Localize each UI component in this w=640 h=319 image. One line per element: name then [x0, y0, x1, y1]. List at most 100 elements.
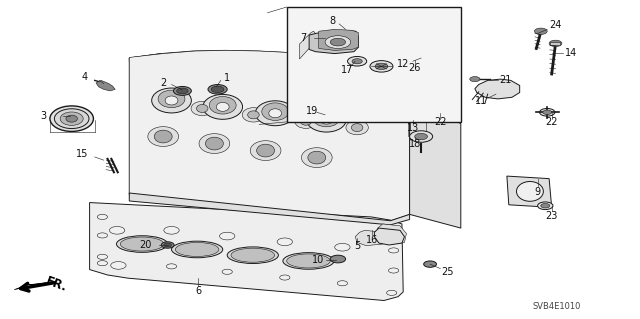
- Circle shape: [436, 110, 445, 115]
- Ellipse shape: [283, 253, 334, 269]
- Polygon shape: [129, 50, 410, 221]
- Circle shape: [388, 268, 399, 273]
- Ellipse shape: [250, 141, 281, 160]
- Circle shape: [177, 88, 188, 94]
- Circle shape: [97, 214, 108, 219]
- Text: 16: 16: [366, 235, 379, 245]
- Ellipse shape: [158, 90, 185, 108]
- Text: 22: 22: [545, 117, 558, 127]
- Circle shape: [220, 232, 235, 240]
- Ellipse shape: [191, 101, 214, 116]
- Ellipse shape: [231, 248, 275, 262]
- Text: 19: 19: [306, 106, 319, 116]
- Text: 17: 17: [340, 64, 353, 75]
- Ellipse shape: [172, 241, 223, 258]
- Circle shape: [222, 269, 232, 274]
- Text: 24: 24: [549, 20, 562, 30]
- Circle shape: [97, 233, 108, 238]
- Text: 12: 12: [397, 59, 410, 69]
- Text: 7: 7: [300, 33, 307, 43]
- Circle shape: [352, 59, 362, 64]
- Ellipse shape: [242, 108, 265, 122]
- Circle shape: [111, 262, 126, 269]
- Polygon shape: [507, 176, 552, 207]
- Circle shape: [424, 261, 436, 267]
- Circle shape: [388, 248, 399, 253]
- Circle shape: [370, 61, 393, 72]
- Text: 3: 3: [40, 111, 47, 121]
- Circle shape: [330, 38, 346, 46]
- Circle shape: [538, 202, 553, 210]
- Text: 8: 8: [330, 16, 336, 26]
- Circle shape: [208, 85, 227, 94]
- Polygon shape: [300, 31, 316, 59]
- Ellipse shape: [308, 151, 326, 164]
- Bar: [408, 118, 426, 136]
- Circle shape: [543, 110, 552, 115]
- Circle shape: [280, 275, 290, 280]
- Ellipse shape: [294, 114, 317, 129]
- Ellipse shape: [313, 109, 340, 127]
- Circle shape: [540, 108, 555, 116]
- Ellipse shape: [248, 111, 259, 119]
- Polygon shape: [319, 29, 358, 50]
- Polygon shape: [129, 50, 400, 115]
- Ellipse shape: [351, 123, 363, 132]
- Text: 1: 1: [224, 73, 230, 83]
- Ellipse shape: [196, 104, 208, 113]
- Circle shape: [348, 56, 367, 66]
- Text: 21: 21: [499, 75, 512, 85]
- Ellipse shape: [300, 117, 312, 125]
- Ellipse shape: [199, 134, 230, 153]
- Ellipse shape: [120, 237, 164, 251]
- Bar: [287, 7, 461, 122]
- Polygon shape: [550, 42, 560, 45]
- Ellipse shape: [516, 182, 543, 201]
- Circle shape: [541, 204, 550, 208]
- Text: 26: 26: [408, 63, 421, 73]
- Ellipse shape: [269, 109, 282, 118]
- Ellipse shape: [346, 120, 369, 135]
- Polygon shape: [90, 203, 403, 300]
- Ellipse shape: [148, 127, 179, 146]
- Text: 25: 25: [442, 267, 454, 277]
- Text: 13: 13: [406, 123, 419, 133]
- Text: 22: 22: [434, 117, 447, 127]
- Ellipse shape: [301, 148, 332, 167]
- Ellipse shape: [165, 96, 178, 105]
- Text: 4: 4: [81, 72, 88, 82]
- Circle shape: [410, 131, 433, 142]
- Polygon shape: [374, 228, 404, 245]
- Ellipse shape: [287, 254, 330, 268]
- Circle shape: [325, 36, 351, 48]
- Ellipse shape: [307, 107, 346, 132]
- Ellipse shape: [209, 96, 236, 114]
- Ellipse shape: [152, 88, 191, 113]
- Ellipse shape: [257, 144, 275, 157]
- Polygon shape: [376, 224, 406, 244]
- Text: 5: 5: [354, 241, 360, 251]
- Ellipse shape: [50, 106, 93, 131]
- Ellipse shape: [175, 242, 219, 256]
- Text: 18: 18: [408, 139, 421, 149]
- Text: 15: 15: [76, 149, 88, 159]
- Circle shape: [415, 133, 428, 140]
- Text: 9: 9: [534, 187, 541, 197]
- Text: 20: 20: [140, 240, 152, 250]
- Ellipse shape: [255, 101, 295, 126]
- Circle shape: [470, 77, 480, 82]
- Ellipse shape: [66, 115, 77, 122]
- Ellipse shape: [205, 137, 223, 150]
- Ellipse shape: [320, 115, 333, 124]
- Circle shape: [330, 255, 346, 263]
- Circle shape: [164, 226, 179, 234]
- Text: 6: 6: [195, 286, 202, 296]
- Polygon shape: [309, 30, 358, 54]
- Circle shape: [173, 86, 191, 95]
- Ellipse shape: [203, 94, 243, 119]
- Text: 10: 10: [312, 255, 324, 265]
- Circle shape: [388, 228, 399, 233]
- Polygon shape: [96, 80, 115, 91]
- Text: 23: 23: [545, 211, 558, 221]
- Circle shape: [211, 86, 224, 93]
